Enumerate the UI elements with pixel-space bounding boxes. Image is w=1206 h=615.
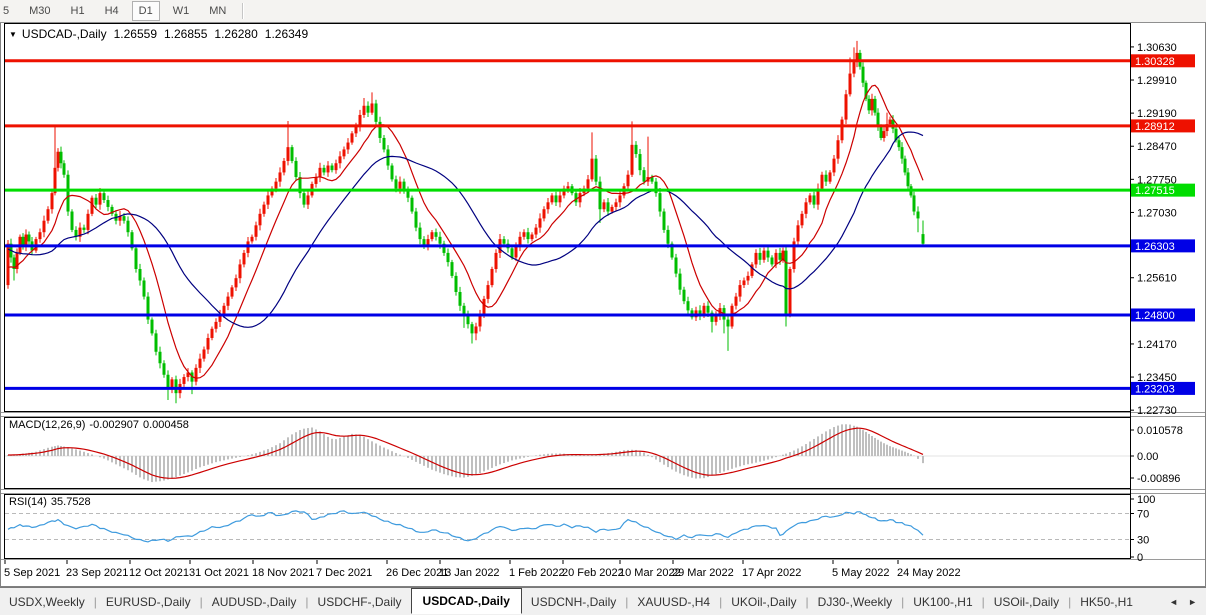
rsi-line <box>7 510 924 543</box>
svg-text:1.30630: 1.30630 <box>1137 42 1177 54</box>
tab-audusd-daily[interactable]: AUDUSD-,Daily <box>211 594 297 609</box>
date-axis: 5 Sep 2021 23 Sep 2021 12 Oct 2021 31 Oct 2… <box>4 560 961 579</box>
chart-canvas[interactable]: 1.30630 1.29910 1.29190 1.28470 1.27750 1.270… <box>0 0 1206 587</box>
tf-button-h4[interactable]: H4 <box>104 5 119 17</box>
svg-text:1.22730: 1.22730 <box>1137 405 1177 417</box>
svg-text:5 Sep 2021: 5 Sep 2021 <box>4 567 60 579</box>
tf-button-mn[interactable]: MN <box>209 5 227 17</box>
svg-text:30: 30 <box>1137 535 1149 547</box>
macd-signal-line <box>8 427 924 479</box>
price-axis: 1.30630 1.29910 1.29190 1.28470 1.27750 1.270… <box>1130 42 1177 417</box>
svg-text:5 May 2022: 5 May 2022 <box>832 567 889 579</box>
svg-text:18 Nov 2021: 18 Nov 2021 <box>252 567 314 579</box>
ma-slow-line <box>7 131 924 328</box>
tf-button-h1[interactable]: H1 <box>70 5 85 17</box>
svg-text:0.010578: 0.010578 <box>1137 425 1183 437</box>
tab-separator: | <box>305 594 309 609</box>
svg-text:1.28912: 1.28912 <box>1135 121 1175 133</box>
svg-text:1.27750: 1.27750 <box>1137 174 1177 186</box>
tab-separator: | <box>981 594 985 609</box>
tab-uk100-h1[interactable]: UK100-,H1 <box>913 594 973 609</box>
ma-fast-line <box>7 84 924 379</box>
svg-text:24 May 2022: 24 May 2022 <box>897 567 961 579</box>
tab-separator: | <box>901 594 905 609</box>
horizontal-lines-layer[interactable] <box>5 59 1130 390</box>
symbol-tabbar: USDX,Weekly | EURUSD-,Daily | AUDUSD-,Da… <box>0 587 1206 615</box>
tf-button-d1[interactable]: D1 <box>131 1 160 21</box>
svg-text:10 Mar 2022: 10 Mar 2022 <box>619 567 681 579</box>
svg-text:70: 70 <box>1137 509 1149 521</box>
tab-separator: | <box>625 594 629 609</box>
ma-lines-layer <box>7 84 924 379</box>
tab-separator: | <box>805 594 809 609</box>
tab-separator: | <box>1068 594 1072 609</box>
svg-text:7 Dec 2021: 7 Dec 2021 <box>316 567 372 579</box>
svg-text:1 Feb 2022: 1 Feb 2022 <box>509 567 565 579</box>
svg-text:1.24170: 1.24170 <box>1137 339 1177 351</box>
tf-button-m30[interactable]: M30 <box>29 5 51 17</box>
svg-text:1.29190: 1.29190 <box>1137 108 1177 120</box>
svg-text:1.23203: 1.23203 <box>1135 383 1175 395</box>
tab-scroll-right-icon[interactable]: ► <box>1188 596 1197 607</box>
rsi-axis: 100 70 30 0 <box>1130 494 1155 564</box>
svg-text:29 Mar 2022: 29 Mar 2022 <box>672 567 734 579</box>
tf-button-w1[interactable]: W1 <box>172 5 190 17</box>
tab-scroll-left-icon[interactable]: ◄ <box>1169 596 1179 607</box>
svg-text:1.28470: 1.28470 <box>1137 141 1177 153</box>
macd-layer <box>5 424 1130 483</box>
tab-usdchf-daily[interactable]: USDCHF-,Daily <box>317 594 402 609</box>
tab-usdcad-daily[interactable]: USDCAD-,Daily <box>410 587 522 614</box>
tab-scroll-controls: ◄ ► <box>1164 595 1206 609</box>
toolbar-separator <box>242 3 245 19</box>
svg-text:12 Oct 2021: 12 Oct 2021 <box>129 567 189 579</box>
chart-window-frame <box>0 22 1206 587</box>
tab-separator: | <box>199 594 203 609</box>
candles-layer <box>6 40 925 404</box>
svg-text:31 Oct 2021: 31 Oct 2021 <box>189 567 249 579</box>
svg-text:1.30328: 1.30328 <box>1135 56 1175 68</box>
macd-axis: 0.010578 0.00 -0.00896 <box>1130 425 1183 485</box>
svg-text:1.27515: 1.27515 <box>1135 185 1175 197</box>
tab-usdcnh-daily[interactable]: USDCNH-,Daily <box>530 594 617 609</box>
svg-text:0.00: 0.00 <box>1137 451 1158 463</box>
timeframe-toolbar: 5 M30 H1 H4 D1 W1 MN <box>0 0 1206 23</box>
svg-text:1.27030: 1.27030 <box>1137 207 1177 219</box>
tab-ukoil-daily[interactable]: UKOil-,Daily <box>731 594 797 609</box>
tab-hk50-h1[interactable]: HK50-,H1 <box>1080 594 1133 609</box>
tab-dj30-weekly[interactable]: DJ30-,Weekly <box>817 594 893 609</box>
svg-text:1.24800: 1.24800 <box>1135 310 1175 322</box>
svg-text:26 Dec 2021: 26 Dec 2021 <box>386 567 448 579</box>
svg-text:0: 0 <box>1137 552 1143 564</box>
svg-text:100: 100 <box>1137 494 1155 506</box>
svg-text:20 Feb 2022: 20 Feb 2022 <box>562 567 624 579</box>
price-badges: 1.30328 1.28912 1.27515 1.26303 1.24800 1.232… <box>1131 54 1195 395</box>
tf-button-m5[interactable]: 5 <box>3 5 10 17</box>
svg-text:1.29910: 1.29910 <box>1137 75 1177 87</box>
tab-usoil-daily[interactable]: USOil-,Daily <box>993 594 1060 609</box>
tab-separator: | <box>719 594 723 609</box>
tab-xauusd-h4[interactable]: XAUUSD-,H4 <box>637 594 711 609</box>
svg-text:17 Apr 2022: 17 Apr 2022 <box>742 567 801 579</box>
tab-separator: | <box>93 594 97 609</box>
svg-text:1.26303: 1.26303 <box>1135 241 1175 253</box>
tab-eurusd-daily[interactable]: EURUSD-,Daily <box>105 594 191 609</box>
svg-text:13 Jan 2022: 13 Jan 2022 <box>439 567 500 579</box>
svg-text:23 Sep 2021: 23 Sep 2021 <box>66 567 128 579</box>
tab-usdx-weekly[interactable]: USDX,Weekly <box>9 594 85 609</box>
svg-text:-0.00896: -0.00896 <box>1137 473 1180 485</box>
svg-text:1.25610: 1.25610 <box>1137 273 1177 285</box>
rsi-layer <box>5 510 1130 543</box>
svg-text:1.23450: 1.23450 <box>1137 372 1177 384</box>
